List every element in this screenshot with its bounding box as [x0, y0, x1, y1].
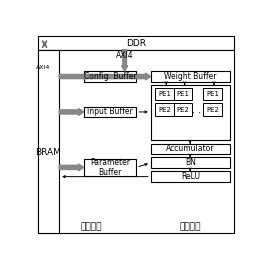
Bar: [151, 144, 230, 154]
Bar: [38, 36, 234, 50]
Text: AXI4: AXI4: [116, 51, 134, 60]
Bar: [151, 171, 230, 182]
Text: PE2: PE2: [206, 107, 219, 113]
Bar: [38, 50, 59, 233]
Bar: [151, 71, 230, 82]
Text: PE2: PE2: [177, 107, 189, 113]
Polygon shape: [59, 73, 151, 80]
Bar: [84, 159, 136, 176]
Bar: [147, 82, 234, 186]
Polygon shape: [59, 164, 84, 171]
Bar: [38, 50, 234, 233]
Text: PE2: PE2: [158, 107, 171, 113]
Bar: [84, 71, 136, 82]
Text: ReLU: ReLU: [181, 172, 200, 181]
Bar: [174, 103, 192, 116]
Bar: [156, 88, 174, 100]
Polygon shape: [59, 109, 84, 115]
Text: AXI4: AXI4: [36, 65, 50, 70]
Text: Accumulator: Accumulator: [166, 144, 215, 153]
Text: BN: BN: [185, 158, 196, 167]
Bar: [151, 85, 230, 140]
Bar: [84, 107, 136, 117]
Bar: [156, 103, 174, 116]
Bar: [174, 88, 192, 100]
Text: Input Buffer: Input Buffer: [87, 107, 133, 116]
Bar: [151, 157, 230, 168]
Text: Weight Buffer: Weight Buffer: [164, 72, 217, 81]
Polygon shape: [122, 50, 128, 71]
Text: Parameter
Buffer: Parameter Buffer: [90, 158, 130, 177]
Text: · ·: · ·: [192, 108, 202, 118]
Text: DDR: DDR: [126, 39, 146, 48]
Bar: [203, 103, 222, 116]
Text: 存储模块: 存储模块: [81, 222, 102, 231]
Text: Config  Buffer: Config Buffer: [84, 72, 136, 81]
Text: BRAM: BRAM: [36, 148, 61, 157]
Text: PE1: PE1: [177, 91, 190, 97]
Text: 计算模块: 计算模块: [179, 222, 201, 231]
Bar: [203, 88, 222, 100]
Text: PE1: PE1: [158, 91, 171, 97]
Text: PE1: PE1: [206, 91, 219, 97]
